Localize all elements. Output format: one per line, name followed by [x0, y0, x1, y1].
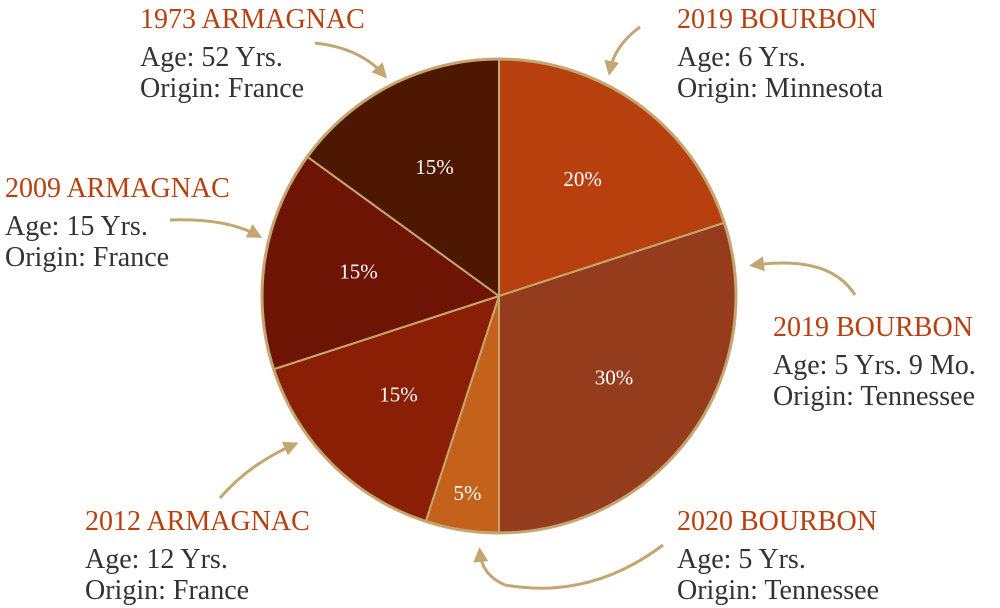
- slice-label: 20%: [563, 167, 602, 191]
- origin-label: Origin: Tennessee: [773, 381, 975, 412]
- age-label: Age: 12 Yrs.: [85, 544, 228, 575]
- age-label: Age: 5 Yrs.: [677, 544, 806, 575]
- category-label: 2012 ARMAGNAC: [85, 506, 310, 537]
- origin-label: Origin: France: [85, 575, 249, 606]
- age-label: Age: 5 Yrs. 9 Mo.: [773, 350, 976, 381]
- age-label: Age: 6 Yrs.: [677, 42, 806, 73]
- arrow: [604, 25, 641, 76]
- category-label: 2019 BOURBON: [773, 312, 973, 343]
- category-label: 2019 BOURBON: [677, 4, 877, 35]
- category-label: 1973 ARMAGNAC: [140, 4, 365, 35]
- pie: [261, 57, 737, 535]
- age-label: Age: 15 Yrs.: [5, 211, 148, 242]
- arrow: [169, 218, 263, 238]
- category-label: 2009 ARMAGNAC: [5, 173, 230, 204]
- arrow: [218, 441, 299, 499]
- age-label: Age: 52 Yrs.: [140, 42, 283, 73]
- arrows: [169, 25, 857, 590]
- callouts: 20% 2019 BOURBON Age: 6 Yrs.Origin: Minnes…: [5, 4, 976, 606]
- arrow: [314, 41, 387, 79]
- origin-label: Origin: Minnesota: [677, 73, 884, 104]
- origin-label: Origin: France: [140, 73, 304, 104]
- arrow: [473, 543, 664, 590]
- origin-label: Origin: Tennessee: [677, 575, 879, 606]
- slice-label: 15%: [415, 155, 454, 179]
- slice-label: 15%: [379, 382, 418, 406]
- slice-label: 5%: [453, 481, 481, 505]
- pie-rim: [260, 57, 738, 535]
- slice-label: 15%: [339, 260, 378, 284]
- category-label: 2020 BOURBON: [677, 506, 877, 537]
- arrow: [749, 256, 857, 296]
- slice-label: 30%: [595, 365, 634, 389]
- origin-label: Origin: France: [5, 242, 169, 273]
